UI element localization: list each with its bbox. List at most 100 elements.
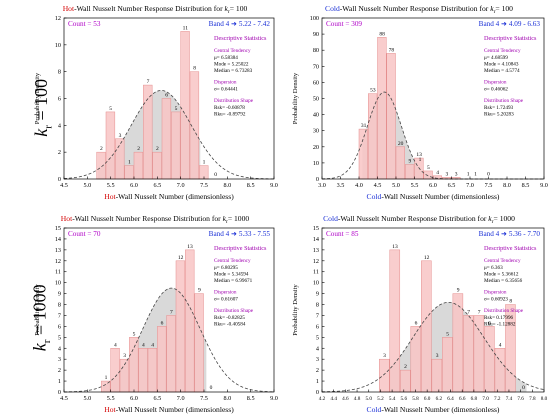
x-tick-label: 4.5 [60,395,68,402]
histogram-bar [166,315,176,393]
y-tick-label: 100 [310,15,319,22]
x-axis-label-text: -Wall Nusselt Number (dimensionless) [116,405,235,414]
x-tick-label: 5.2 [377,396,384,402]
stats-central-title: Central Tendency [484,48,521,54]
histogram-bar [423,170,433,180]
bar-count-label: 2 [137,146,140,152]
bar-count-label: 8 [193,66,196,72]
bar-count-label: 4 [114,342,117,348]
stats-value: σ= 0.61607 [214,297,238,303]
x-tick-label: 5.6 [401,396,408,402]
stats-dispersion-title: Dispersion [484,80,507,86]
y-tick-label: 20 [313,144,319,151]
y-tick-label: 4 [316,345,319,352]
x-axis-label: Hot-Wall Nusselt Number (dimensionless) [104,192,234,201]
y-tick-label: 6 [316,323,319,330]
bar-count-label: 1 [105,375,108,381]
bar-count-label: 3 [383,353,386,359]
histogram-bar [368,93,378,180]
x-axis-label-text: -Wall Nusselt Number (dimensionless) [116,192,235,201]
bar-count-label: 7 [467,309,470,315]
histogram-bar [152,151,162,180]
bar-count-label: 0 [522,385,525,391]
title-k: k [488,214,492,223]
bar-count-label: 1 [419,157,422,163]
title-text: -Wall Nusselt Number Response Distributi… [338,214,488,223]
stats-dispersion-title: Dispersion [214,290,237,296]
x-tick-label: 4.2 [319,396,326,402]
stats-value: Rku= -1.12882 [484,322,516,328]
bar-count-label: 7 [170,309,173,315]
bar-count-label: 12 [424,255,430,261]
histogram-bar [395,146,405,180]
y-tick-label: 15 [55,225,61,232]
x-axis-label-wall: Hot [104,405,116,414]
x-tick-label: 6.8 [471,396,478,402]
bar-count-label: 7 [147,79,150,85]
x-tick-label: 6.4 [447,396,454,402]
title-wall: Hot [61,214,73,223]
y-tick-label: 70 [313,63,319,70]
y-tick-label: 5 [58,334,61,341]
histogram-bar [110,348,120,393]
y-tick-label: 1 [316,378,319,385]
bar-count-label: 11 [183,25,189,31]
histogram-bar [147,348,158,393]
chart-panel: Cold-Wall Nusselt Number Response Distri… [292,214,548,414]
x-tick-label: 7.0 [177,182,185,189]
x-tick-label: 3.0 [318,182,326,189]
y-axis-label: Probability Density [292,72,299,124]
x-tick-label: 3.5 [337,182,345,189]
y-tick-label: 4 [58,345,61,352]
bar-count-label: 5 [109,106,112,112]
y-axis-label: Probability Density [34,284,41,336]
bar-count-label: 6 [488,320,491,326]
stats-value: Rku= -0.89792 [214,112,246,118]
x-axis-label: Cold-Wall Nusselt Number (dimensionless) [367,192,500,201]
band-label: Band 4 ➜ 4.09 - 6.63 [479,20,541,28]
y-tick-label: 90 [313,31,319,38]
y-tick-label: 8 [58,69,61,76]
x-tick-label: 6.0 [130,395,138,402]
bar-count-label: 5 [175,106,178,112]
x-tick-label: 6.0 [424,396,431,402]
bar-count-label: 3 [455,171,458,177]
histogram-bar [133,151,144,180]
x-tick-label: 7.8 [529,396,536,402]
bar-count-label: 1 [467,171,470,177]
bar-count-label: 1 [474,171,477,177]
y-tick-label: 14 [313,236,319,243]
stats-dispersion-title: Dispersion [484,290,507,296]
y-tick-label: 7 [58,312,61,319]
x-tick-label: 6.0 [130,182,138,189]
bar-count-label: 3 [446,171,449,177]
y-tick-label: 3 [316,356,319,363]
x-axis-label-text: -Wall Nusselt Number (dimensionless) [381,192,500,201]
histogram-bar [185,249,195,393]
axes-frame [321,227,545,393]
bar-count-label: 20 [398,141,404,147]
stats-heading: Descriptive Statistics [214,35,267,42]
title-sub: r [494,9,496,15]
histogram-bar [96,151,106,180]
y-tick-label: 2 [58,149,61,156]
stats-value: σ= 0.46062 [484,87,508,93]
bar-count-label: 0 [210,385,213,391]
histogram-bar [180,31,190,180]
bar-count-label: 4 [499,342,502,348]
bar-count-label: 3 [123,353,126,359]
title-eq: = 100 [495,4,513,13]
histogram-bar [463,315,474,393]
bar-count-label: 1 [128,160,131,166]
bar-count-label: 53 [370,88,376,94]
x-tick-label: 4.0 [355,182,363,189]
stats-value: Median = 6.73283 [214,68,253,74]
bar-count-label: 0 [214,172,217,178]
bar-count-label: 5 [427,165,430,171]
y-tick-label: 9 [316,291,319,298]
title-eq: = 1000 [494,214,516,223]
stats-value: μ= 6.58384 [214,55,238,61]
x-tick-label: 5.0 [365,396,372,402]
histogram-bar [452,293,464,393]
title-sub: r [226,219,228,225]
